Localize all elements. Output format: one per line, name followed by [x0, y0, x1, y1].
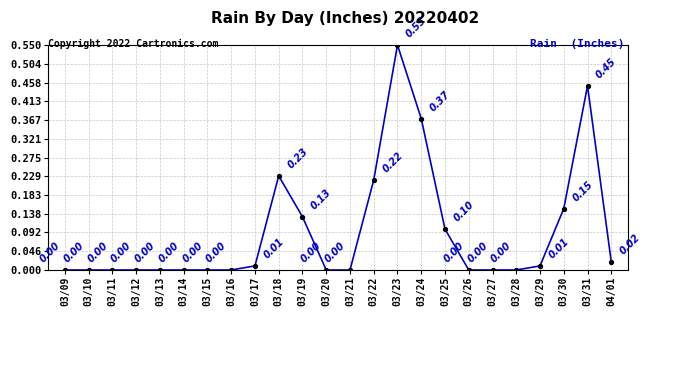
Text: 0.37: 0.37 [428, 89, 452, 113]
Text: 0.10: 0.10 [452, 200, 476, 223]
Text: 0.01: 0.01 [547, 236, 571, 260]
Text: 0.55: 0.55 [404, 15, 428, 39]
Text: 0.13: 0.13 [309, 187, 333, 211]
Text: 0.00: 0.00 [157, 240, 181, 264]
Text: 0.00: 0.00 [442, 240, 466, 264]
Text: 0.00: 0.00 [133, 240, 157, 264]
Text: 0.02: 0.02 [618, 232, 642, 256]
Text: 0.00: 0.00 [204, 240, 228, 264]
Text: 0.00: 0.00 [466, 240, 490, 264]
Text: 0.00: 0.00 [38, 240, 62, 264]
Text: 0.22: 0.22 [381, 150, 405, 174]
Text: 0.00: 0.00 [110, 240, 133, 264]
Text: 0.00: 0.00 [299, 240, 324, 264]
Text: 0.00: 0.00 [86, 240, 110, 264]
Text: 0.00: 0.00 [181, 240, 205, 264]
Text: 0.15: 0.15 [571, 179, 595, 203]
Text: 0.45: 0.45 [595, 56, 618, 80]
Text: 0.00: 0.00 [489, 240, 513, 264]
Text: 0.23: 0.23 [286, 146, 310, 170]
Text: Copyright 2022 Cartronics.com: Copyright 2022 Cartronics.com [48, 39, 219, 50]
Text: 0.00: 0.00 [323, 240, 347, 264]
Text: Rain By Day (Inches) 20220402: Rain By Day (Inches) 20220402 [211, 11, 479, 26]
Text: Rain  (Inches): Rain (Inches) [530, 39, 624, 50]
Text: 0.00: 0.00 [62, 240, 86, 264]
Text: 0.01: 0.01 [262, 236, 286, 260]
